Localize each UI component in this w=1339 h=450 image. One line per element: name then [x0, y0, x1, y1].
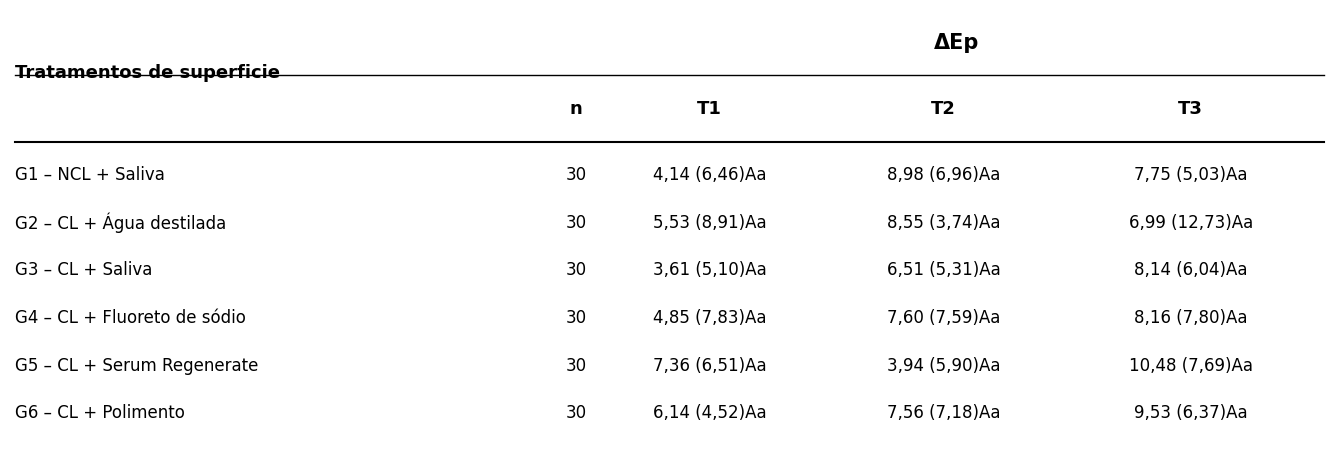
Text: 8,16 (7,80)Aa: 8,16 (7,80)Aa [1134, 309, 1248, 327]
Text: 6,51 (5,31)Aa: 6,51 (5,31)Aa [886, 261, 1000, 279]
Text: 7,36 (6,51)Aa: 7,36 (6,51)Aa [653, 357, 766, 375]
Text: 30: 30 [565, 357, 586, 375]
Text: n: n [569, 100, 582, 118]
Text: 7,56 (7,18)Aa: 7,56 (7,18)Aa [886, 405, 1000, 423]
Text: G1 – NCL + Saliva: G1 – NCL + Saliva [15, 166, 165, 184]
Text: G3 – CL + Saliva: G3 – CL + Saliva [15, 261, 153, 279]
Text: 30: 30 [565, 309, 586, 327]
Text: 7,75 (5,03)Aa: 7,75 (5,03)Aa [1134, 166, 1248, 184]
Text: 5,53 (8,91)Aa: 5,53 (8,91)Aa [653, 214, 766, 232]
Text: 30: 30 [565, 166, 586, 184]
Text: G4 – CL + Fluoreto de sódio: G4 – CL + Fluoreto de sódio [15, 309, 245, 327]
Text: 3,94 (5,90)Aa: 3,94 (5,90)Aa [886, 357, 1000, 375]
Text: T1: T1 [698, 100, 722, 118]
Text: 3,61 (5,10)Aa: 3,61 (5,10)Aa [652, 261, 766, 279]
Text: 10,48 (7,69)Aa: 10,48 (7,69)Aa [1129, 357, 1252, 375]
Text: G5 – CL + Serum Regenerate: G5 – CL + Serum Regenerate [15, 357, 258, 375]
Text: T2: T2 [931, 100, 956, 118]
Text: Tratamentos de superficie: Tratamentos de superficie [15, 64, 280, 82]
Text: ΔEp: ΔEp [935, 33, 979, 53]
Text: 4,14 (6,46)Aa: 4,14 (6,46)Aa [653, 166, 766, 184]
Text: T3: T3 [1178, 100, 1202, 118]
Text: G6 – CL + Polimento: G6 – CL + Polimento [15, 405, 185, 423]
Text: 8,98 (6,96)Aa: 8,98 (6,96)Aa [886, 166, 1000, 184]
Text: 9,53 (6,37)Aa: 9,53 (6,37)Aa [1134, 405, 1248, 423]
Text: 8,14 (6,04)Aa: 8,14 (6,04)Aa [1134, 261, 1248, 279]
Text: 6,99 (12,73)Aa: 6,99 (12,73)Aa [1129, 214, 1253, 232]
Text: 8,55 (3,74)Aa: 8,55 (3,74)Aa [886, 214, 1000, 232]
Text: 30: 30 [565, 261, 586, 279]
Text: 30: 30 [565, 405, 586, 423]
Text: 30: 30 [565, 214, 586, 232]
Text: 6,14 (4,52)Aa: 6,14 (4,52)Aa [653, 405, 766, 423]
Text: 4,85 (7,83)Aa: 4,85 (7,83)Aa [653, 309, 766, 327]
Text: G2 – CL + Água destilada: G2 – CL + Água destilada [15, 212, 226, 233]
Text: 7,60 (7,59)Aa: 7,60 (7,59)Aa [886, 309, 1000, 327]
